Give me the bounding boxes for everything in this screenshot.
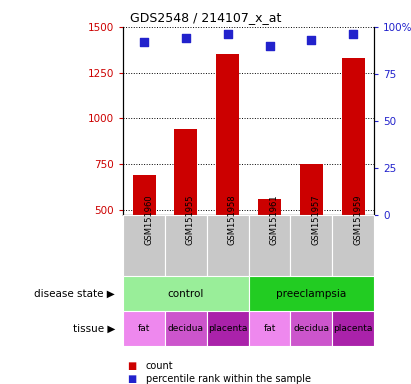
Text: ■: ■ [127, 374, 137, 384]
Bar [258, 199, 281, 215]
Text: GDS2548 / 214107_x_at: GDS2548 / 214107_x_at [130, 12, 281, 25]
Text: GSM151960: GSM151960 [144, 195, 153, 245]
Bar [332, 215, 374, 276]
Text: GSM151958: GSM151958 [228, 195, 237, 245]
Text: GSM151955: GSM151955 [186, 195, 195, 245]
Bar [216, 54, 239, 215]
Bar [249, 311, 291, 346]
Text: percentile rank within the sample: percentile rank within the sample [146, 374, 311, 384]
Text: GSM151961: GSM151961 [270, 195, 279, 245]
Bar [123, 276, 249, 311]
Text: decidua: decidua [293, 324, 329, 333]
Bar [291, 311, 332, 346]
Point [224, 31, 231, 38]
Text: disease state ▶: disease state ▶ [35, 289, 115, 299]
Bar [133, 175, 156, 215]
Bar [207, 215, 249, 276]
Point [141, 39, 148, 45]
Text: tissue ▶: tissue ▶ [73, 323, 115, 333]
Text: placenta: placenta [208, 324, 247, 333]
Bar [123, 215, 165, 276]
Text: preeclampsia: preeclampsia [276, 289, 346, 299]
Bar [300, 164, 323, 215]
Bar [291, 215, 332, 276]
Point [266, 43, 273, 49]
Text: control: control [168, 289, 204, 299]
Bar [342, 58, 365, 215]
Bar [165, 215, 207, 276]
Bar [123, 311, 165, 346]
Text: GSM151959: GSM151959 [353, 195, 362, 245]
Text: placenta: placenta [333, 324, 373, 333]
Point [182, 35, 189, 41]
Text: decidua: decidua [168, 324, 204, 333]
Text: fat: fat [263, 324, 276, 333]
Bar [207, 311, 249, 346]
Point [350, 31, 356, 38]
Bar [249, 215, 291, 276]
Point [308, 37, 315, 43]
Bar [175, 129, 197, 215]
Bar [165, 311, 207, 346]
Text: GSM151957: GSM151957 [312, 195, 320, 245]
Text: ■: ■ [127, 361, 137, 371]
Bar [332, 311, 374, 346]
Text: fat: fat [138, 324, 150, 333]
Bar [249, 276, 374, 311]
Text: count: count [146, 361, 173, 371]
